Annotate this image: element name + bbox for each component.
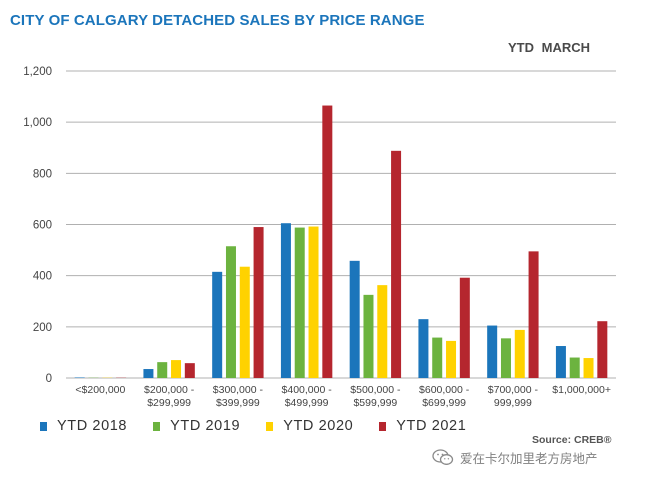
legend-label: YTD 2020 [283, 418, 354, 434]
x-tick-label: $599,999 [353, 397, 397, 409]
legend-swatch [153, 421, 161, 431]
bar [308, 226, 319, 378]
legend-item: YTD 2020 [266, 418, 353, 434]
bar [157, 362, 168, 378]
y-tick-label: 1,000 [23, 117, 52, 129]
y-tick-label: 600 [33, 220, 52, 232]
watermark: 爱在卡尔加里老方房地产 [432, 448, 598, 467]
bar [528, 251, 539, 378]
legend: YTD 2018 YTD 2019 YTD 2020 YTD 2021 [40, 418, 492, 434]
bar [363, 294, 374, 378]
y-tick-label: 800 [33, 168, 52, 180]
legend-item: YTD 2019 [153, 418, 240, 434]
x-tick-label: $700,000 - [488, 384, 539, 396]
bar [294, 227, 305, 378]
y-tick-label: 400 [33, 271, 52, 283]
bar [322, 105, 333, 378]
legend-swatch [40, 421, 47, 431]
bar [349, 260, 360, 378]
x-tick-label: $200,000 - [144, 384, 195, 396]
x-tick-label: $399,999 [216, 397, 260, 409]
x-tick-label: $699,999 [422, 397, 466, 409]
legend-item: YTD 2021 [379, 418, 466, 434]
bar [239, 266, 250, 378]
legend-label: YTD 2019 [170, 418, 241, 434]
source-label: Source: CREB® [532, 434, 612, 446]
y-tick-label: 0 [46, 373, 52, 385]
bar [280, 223, 291, 378]
x-tick-label: $300,000 - [213, 384, 264, 396]
bar [171, 360, 182, 378]
x-tick-label: $500,000 - [350, 384, 401, 396]
y-tick-label: 200 [33, 322, 52, 334]
bar [212, 271, 223, 378]
x-tick-label: $400,000 - [282, 384, 333, 396]
x-tick-label: $299,999 [147, 397, 191, 409]
bar [459, 277, 470, 378]
bar [583, 358, 594, 378]
x-tick-label: 999,999 [494, 397, 532, 409]
legend-swatch [266, 421, 274, 431]
legend-label: YTD 2021 [396, 418, 467, 434]
bar [555, 346, 566, 378]
bar [225, 246, 236, 378]
bar [418, 319, 429, 378]
bar [377, 285, 388, 378]
bar [597, 321, 608, 378]
y-tick-label: 1,200 [23, 66, 52, 78]
bar [487, 325, 498, 378]
x-tick-label: $600,000 - [419, 384, 470, 396]
legend-swatch [379, 421, 387, 431]
bar [184, 363, 195, 378]
legend-label: YTD 2018 [57, 418, 128, 434]
bar [391, 150, 402, 378]
bar [569, 357, 580, 378]
bar [143, 369, 154, 378]
bar [432, 337, 443, 378]
wechat-icon [432, 449, 454, 465]
x-tick-label: $499,999 [285, 397, 329, 409]
chart-subtitle: YTD MARCH [508, 40, 590, 55]
bar [500, 338, 511, 378]
chart-title: CITY OF CALGARY DETACHED SALES BY PRICE … [10, 12, 425, 29]
bar [446, 340, 457, 378]
watermark-text: 爱在卡尔加里老方房地产 [460, 452, 598, 466]
bar [514, 329, 525, 378]
bar [253, 227, 264, 378]
x-tick-label: <$200,000 [75, 384, 125, 396]
x-tick-label: $1,000,000+ [552, 384, 611, 396]
legend-item: YTD 2018 [40, 418, 127, 434]
bar [74, 377, 85, 378]
